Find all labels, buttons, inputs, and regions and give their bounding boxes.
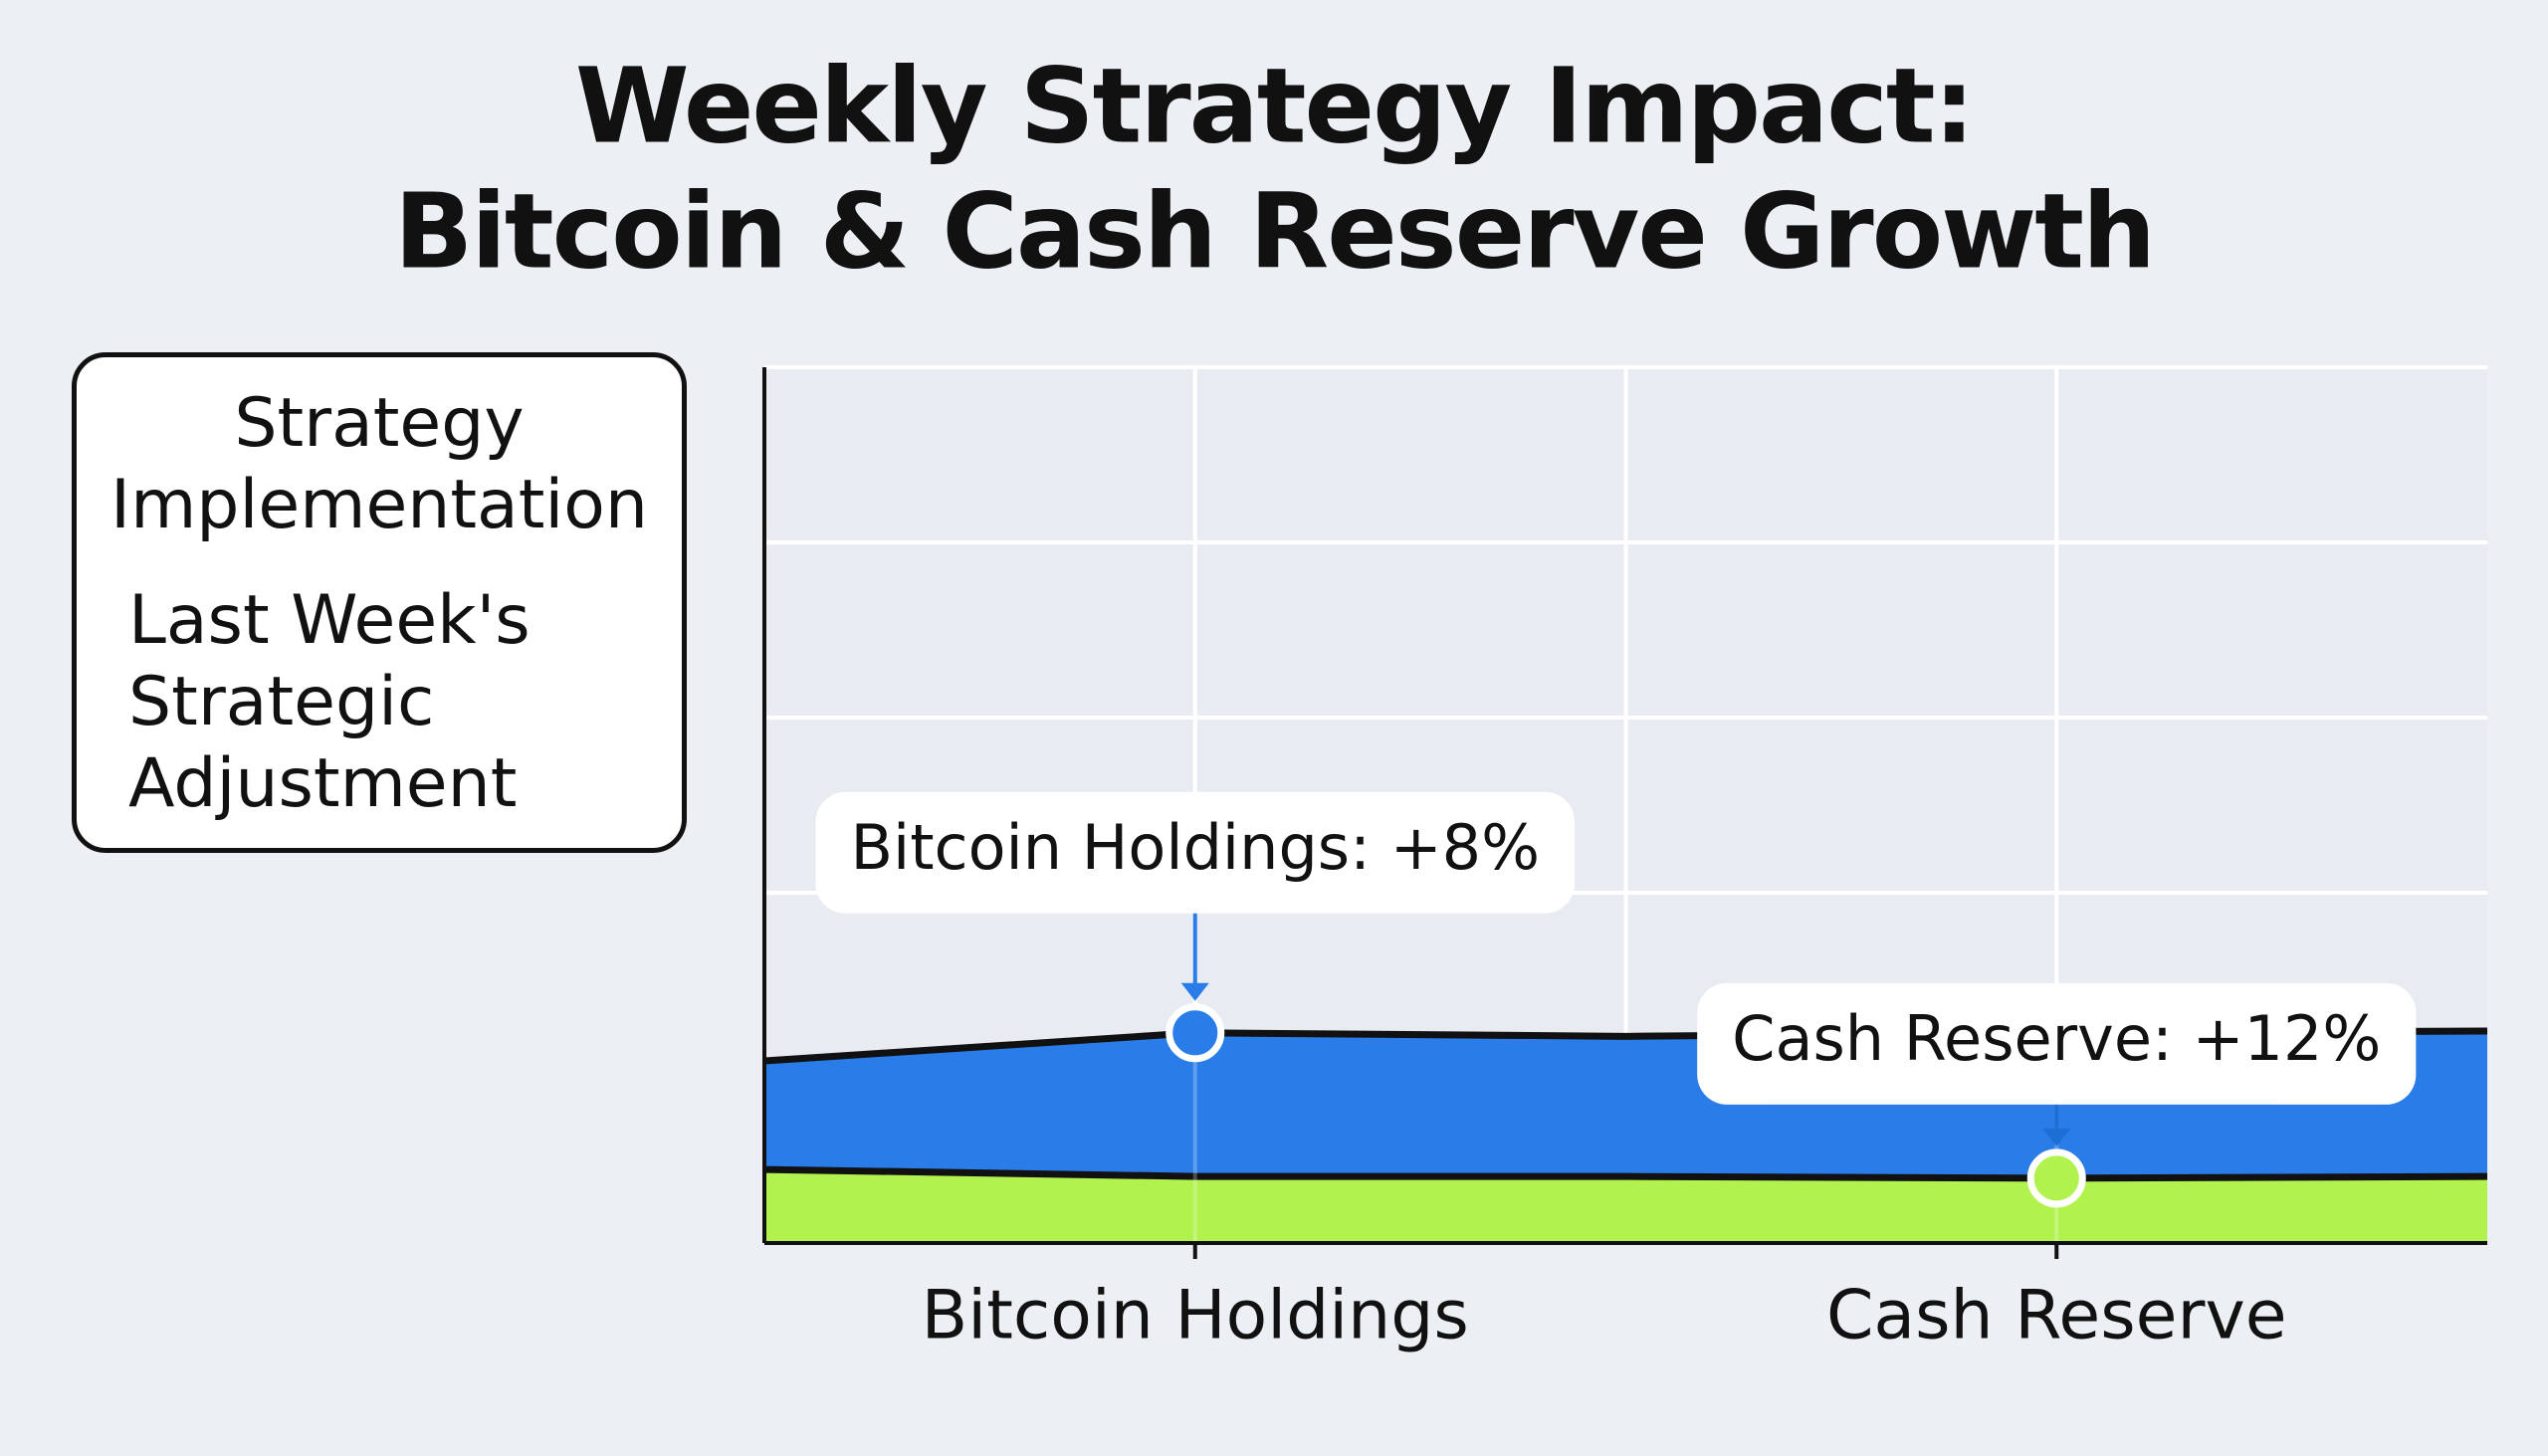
annotation-label: Bitcoin Holdings: +8% xyxy=(850,811,1540,884)
annotation-box xyxy=(815,791,1576,914)
annotation-label: Cash Reserve: +12% xyxy=(1732,1002,2381,1075)
annotation: Bitcoin Holdings: +8% xyxy=(815,791,1576,1001)
marker xyxy=(1166,1003,1225,1063)
annotation-arrowhead xyxy=(2042,1128,2071,1146)
chart-title: Weekly Strategy Impact: xyxy=(575,45,1973,166)
annotation-box xyxy=(1697,982,2417,1105)
x-tick-label: Bitcoin Holdings xyxy=(922,1277,1469,1355)
side-panel: Strategy Implementation Last Week's Stra… xyxy=(72,352,687,853)
chart-title: Bitcoin & Cash Reserve Growth xyxy=(394,170,2154,292)
panel-text: Last Week's Strategic Adjustment xyxy=(128,581,531,823)
line xyxy=(763,1165,2488,1182)
marker xyxy=(2026,1148,2086,1208)
annotation: Cash Reserve: +12% xyxy=(1697,982,2417,1146)
x-tick-label: Cash Reserve xyxy=(1826,1277,2287,1355)
annotation-arrowhead xyxy=(1180,982,1209,1001)
panel-heading: Strategy Implementation xyxy=(110,384,648,544)
